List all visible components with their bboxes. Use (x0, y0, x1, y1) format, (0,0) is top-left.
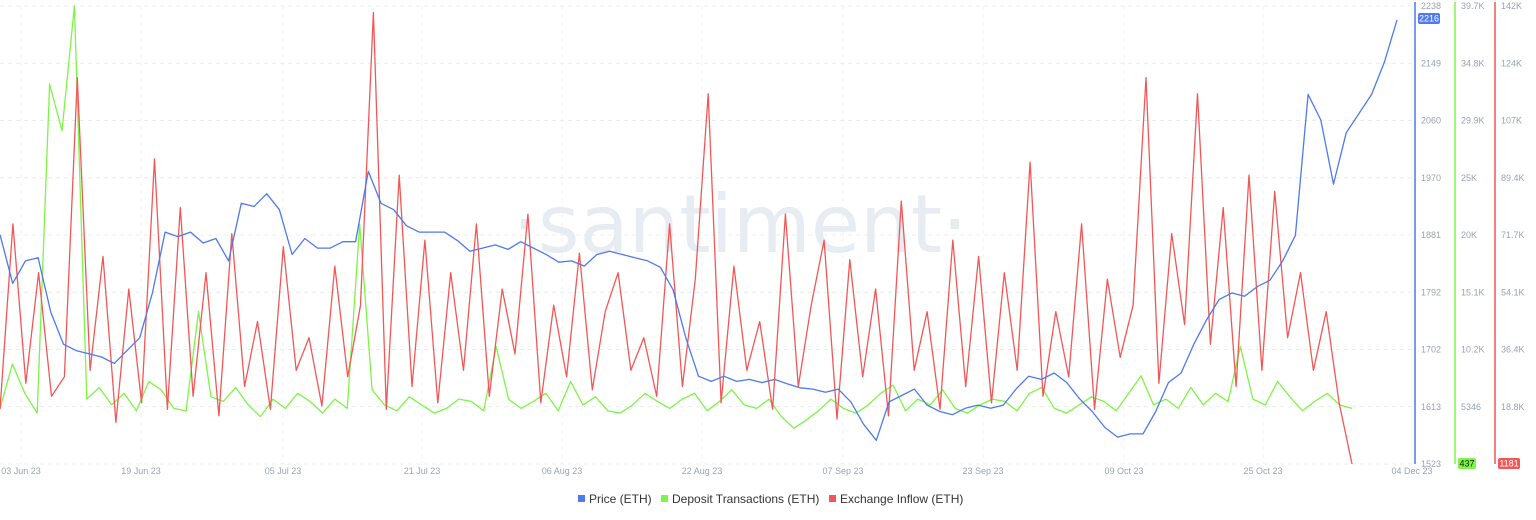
y-tick-label-deposit: 39.7K (1461, 1, 1485, 11)
y-tick-label-inflow: 89.4K (1501, 173, 1525, 183)
last-value-badge-inflow (1498, 458, 1520, 469)
y-tick-label-inflow: 18.8K (1501, 402, 1525, 412)
last-value-text-inflow: 1181 (1499, 459, 1518, 469)
x-tick-label: 25 Oct 23 (1243, 466, 1282, 476)
x-tick-label: 06 Aug 23 (542, 466, 583, 476)
series-line-inflow (0, 11, 1353, 465)
x-tick-label: 23 Sep 23 (962, 466, 1003, 476)
y-tick-label-inflow: 124K (1501, 58, 1522, 68)
series-layer (0, 5, 1398, 465)
legend-item-inflow[interactable]: Exchange Inflow (ETH) (829, 492, 963, 506)
y-tick-label-deposit: 34.8K (1461, 58, 1485, 68)
y-tick-label-deposit: 29.9K (1461, 116, 1485, 126)
y-tick-label-inflow: 36.4K (1501, 345, 1525, 355)
legend-item-price[interactable]: Price (ETH) (578, 492, 652, 506)
y-tick-label-inflow: 71.7K (1501, 230, 1525, 240)
x-tick-label: 21 Jul 23 (404, 466, 441, 476)
y-tick-label-price: 1613 (1421, 402, 1441, 412)
last-value-text-price: 2216 (1419, 14, 1439, 24)
y-tick-label-price: 1881 (1421, 230, 1441, 240)
y-tick-label-price: 1970 (1421, 173, 1441, 183)
legend-swatch (578, 495, 585, 502)
y-tick-label-deposit: 10.2K (1461, 345, 1485, 355)
y-tick-label-price: 2238 (1421, 1, 1441, 11)
watermark: ·santiment· (512, 178, 967, 271)
x-tick-label: 07 Sep 23 (822, 466, 863, 476)
last-value-badge-deposit (1458, 458, 1476, 469)
series-line-deposit (0, 5, 1353, 429)
y-tick-label-deposit: 5346 (1461, 402, 1481, 412)
x-tick-label: 22 Aug 23 (682, 466, 723, 476)
y-tick-label-inflow: 54.1K (1501, 287, 1525, 297)
y-tick-label-price: 2149 (1421, 58, 1441, 68)
legend[interactable]: Price (ETH) Deposit Transactions (ETH) Exc… (578, 492, 963, 506)
y-tick-label-deposit: 20K (1461, 230, 1477, 240)
y-tick-label-price: 1702 (1421, 345, 1441, 355)
last-value-badge-price (1418, 13, 1440, 24)
legend-label: Deposit Transactions (ETH) (672, 492, 819, 506)
y-tick-label-inflow: 107K (1501, 116, 1522, 126)
x-tick-label: 04 Dec 23 (1391, 466, 1432, 476)
y-axes: 2238 2149 2060 1970 1881 1792 1702 1613 1523 2216… (1414, 1, 1525, 469)
y-tick-label-deposit: 15.1K (1461, 287, 1485, 297)
legend-label: Price (ETH) (589, 492, 652, 506)
legend-item-deposit[interactable]: Deposit Transactions (ETH) (661, 492, 819, 506)
y-tick-label-price: 1523 (1421, 459, 1441, 469)
y-tick-label-price: 2060 (1421, 116, 1441, 126)
x-tick-label: 19 Jun 23 (121, 466, 161, 476)
legend-swatch (829, 495, 836, 502)
x-tick-label: 05 Jul 23 (265, 466, 302, 476)
x-tick-label: 03 Jun 23 (1, 466, 41, 476)
legend-label: Exchange Inflow (ETH) (840, 492, 963, 506)
legend-swatch (661, 495, 668, 502)
x-axis: 03 Jun 23 19 Jun 23 05 Jul 23 21 Jul 23 06 A… (1, 466, 1432, 476)
series-line-price (0, 19, 1398, 441)
y-tick-label-inflow: 142K (1501, 1, 1522, 11)
last-value-text-deposit: 437 (1459, 459, 1474, 469)
y-tick-label-price: 1792 (1421, 287, 1441, 297)
x-tick-label: 09 Oct 23 (1104, 466, 1143, 476)
y-tick-label-deposit: 25K (1461, 173, 1477, 183)
